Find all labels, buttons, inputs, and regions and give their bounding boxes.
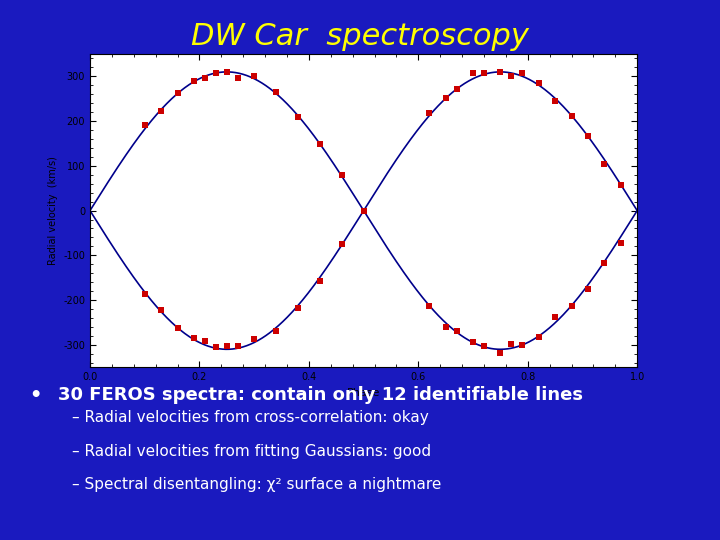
- Point: [139, 120, 150, 129]
- Point: [467, 338, 479, 347]
- Point: [598, 259, 610, 267]
- Point: [467, 69, 479, 77]
- Point: [582, 131, 594, 140]
- Point: [221, 341, 233, 350]
- Point: [582, 285, 594, 293]
- Point: [440, 322, 451, 331]
- Point: [533, 333, 544, 341]
- Text: DW Car  spectroscopy: DW Car spectroscopy: [191, 22, 529, 51]
- Point: [292, 303, 304, 312]
- Text: – Radial velocities from fitting Gaussians: good: – Radial velocities from fitting Gaussia…: [72, 444, 431, 459]
- Point: [172, 323, 184, 332]
- Point: [478, 342, 490, 350]
- Point: [336, 239, 348, 248]
- Point: [516, 340, 528, 349]
- Point: [451, 84, 462, 93]
- Point: [314, 140, 325, 149]
- Text: – Radial velocities from cross-correlation: okay: – Radial velocities from cross-correlati…: [72, 410, 428, 426]
- Point: [210, 342, 222, 351]
- Point: [314, 276, 325, 285]
- Point: [139, 290, 150, 299]
- Point: [505, 71, 517, 80]
- Y-axis label: Radial velocity  (km/s): Radial velocity (km/s): [48, 156, 58, 265]
- Point: [188, 334, 199, 343]
- Point: [451, 326, 462, 335]
- Text: – Spectral disentangling: χ² surface a nightmare: – Spectral disentangling: χ² surface a n…: [72, 477, 441, 492]
- Point: [358, 207, 369, 215]
- Point: [495, 349, 506, 357]
- X-axis label: Phase: Phase: [347, 388, 380, 397]
- Point: [423, 302, 435, 310]
- Point: [566, 301, 577, 310]
- Point: [478, 69, 490, 77]
- Point: [495, 68, 506, 76]
- Point: [248, 334, 260, 343]
- Text: 30 FEROS spectra: contain only 12 identifiable lines: 30 FEROS spectra: contain only 12 identi…: [58, 386, 582, 404]
- Point: [221, 68, 233, 76]
- Point: [199, 74, 211, 83]
- Point: [292, 113, 304, 122]
- Point: [423, 109, 435, 118]
- Point: [336, 171, 348, 179]
- Point: [156, 106, 167, 115]
- Point: [566, 112, 577, 120]
- Point: [210, 69, 222, 77]
- Point: [232, 73, 243, 82]
- Point: [440, 93, 451, 102]
- Point: [598, 160, 610, 168]
- Point: [270, 87, 282, 96]
- Point: [172, 89, 184, 98]
- Point: [199, 337, 211, 346]
- Text: •: •: [29, 386, 41, 405]
- Point: [156, 305, 167, 314]
- Point: [516, 69, 528, 77]
- Point: [248, 72, 260, 80]
- Point: [232, 342, 243, 350]
- Point: [533, 78, 544, 87]
- Point: [615, 239, 626, 247]
- Point: [188, 76, 199, 85]
- Point: [358, 207, 369, 215]
- Point: [549, 97, 561, 106]
- Point: [270, 326, 282, 335]
- Point: [505, 340, 517, 348]
- Point: [615, 181, 626, 190]
- Point: [549, 313, 561, 322]
